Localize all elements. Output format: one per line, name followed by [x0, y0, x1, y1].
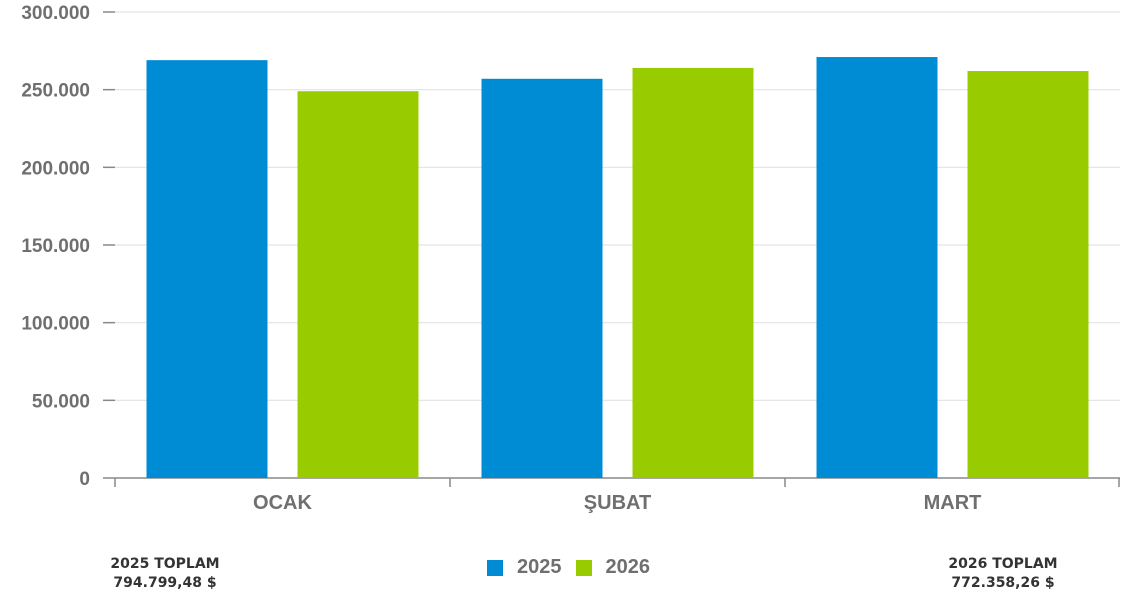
x-category-label: ŞUBAT [584, 492, 651, 514]
total-2025-value: 794.799,48 $ [113, 575, 217, 591]
x-category-label: MART [924, 492, 982, 514]
y-tick-label: 100.000 [21, 314, 90, 335]
legend-item-2025[interactable]: 2025 [487, 556, 562, 579]
y-tick-label: 250.000 [21, 81, 90, 102]
x-category-label: OCAK [253, 492, 312, 514]
legend-swatch-2025 [487, 559, 503, 576]
total-2025-label: 2025 TOPLAM [110, 556, 220, 572]
legend-label-2026: 2026 [605, 556, 651, 578]
y-tick-label: 300.000 [21, 3, 90, 24]
total-2025: 2025 TOPLAM 794.799,48 $ [90, 555, 240, 593]
bar-2026-şubat [632, 67, 754, 479]
total-2026: 2026 TOPLAM 772.358,26 $ [928, 555, 1078, 593]
legend-swatch-2026 [575, 559, 592, 576]
bar-2025-şubat [481, 78, 603, 478]
bar-2025-ocak [146, 60, 268, 479]
y-tick-label: 150.000 [21, 236, 90, 257]
legend-item-2026[interactable]: 2026 [575, 556, 651, 579]
bar-2026-mart [967, 71, 1089, 478]
legend: 2025 2026 [487, 556, 664, 579]
y-tick-label: 0 [79, 469, 90, 490]
legend-label-2025: 2025 [517, 556, 562, 578]
y-tick-label: 50.000 [32, 391, 90, 412]
bar-2026-ocak [297, 91, 419, 478]
y-tick-label: 200.000 [21, 158, 90, 179]
bar-2025-mart [816, 57, 938, 479]
total-2026-value: 772.358,26 $ [951, 575, 1055, 591]
total-2026-label: 2026 TOPLAM [948, 556, 1058, 572]
